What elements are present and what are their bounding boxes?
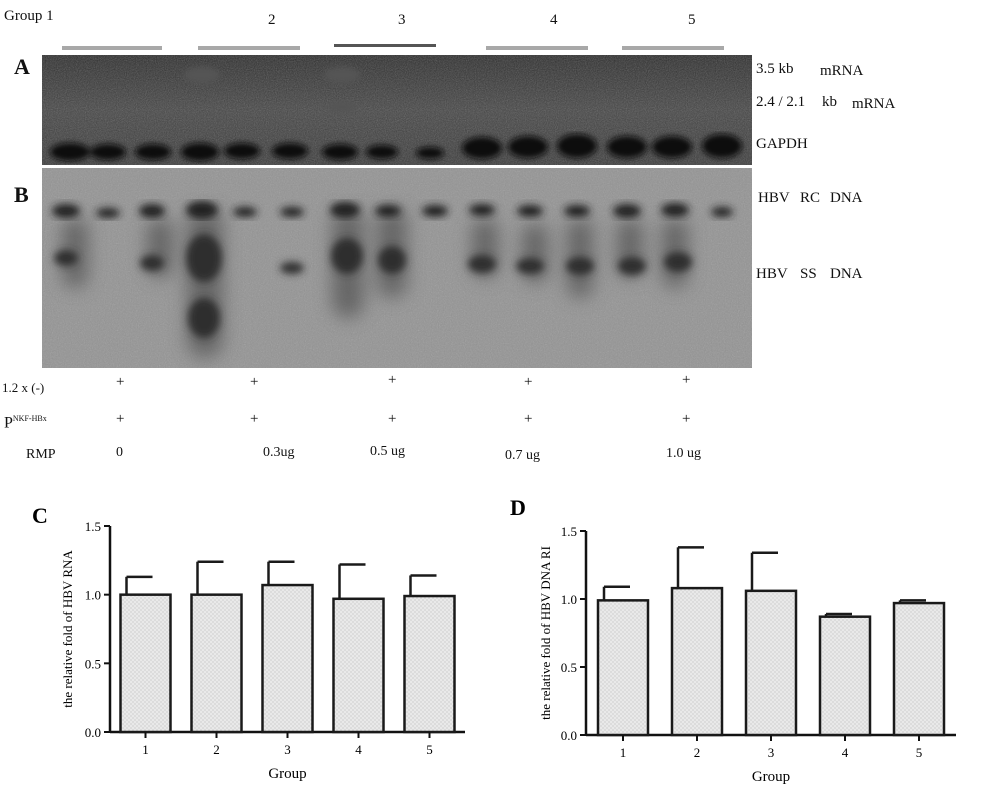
chart-c-x-tick-label: 4 (355, 742, 362, 757)
blot-b-label-ss-ss: SS (800, 266, 817, 282)
treatment-row-2-plus-1: + (116, 411, 125, 427)
treatment-row-2-label: PNKF-HBx (4, 414, 47, 432)
blot-a-label-3-5kb: 3.5 kb (756, 61, 794, 77)
chart-c-x-tick-label: 3 (284, 742, 291, 757)
treatment-row-1-plus-1: + (116, 374, 125, 390)
chart-c-x-axis-label: Group (268, 766, 306, 782)
chart-d-y-tick-label: 0.0 (561, 728, 577, 743)
southern-blot-b-image (42, 168, 752, 368)
chart-c-bar (261, 583, 314, 734)
group-bracket-5 (622, 46, 724, 50)
group-label-3: 3 (398, 12, 406, 28)
rmp-dose-2: 0.3ug (263, 445, 295, 460)
northern-blot-a (42, 55, 752, 165)
chart-d-bar (818, 615, 872, 737)
rmp-dose-4: 0.7 ug (505, 448, 540, 463)
treatment-row-1-plus-4: + (524, 374, 533, 390)
chart-d-bar (670, 586, 724, 737)
chart-c-x-tick-label: 1 (142, 742, 149, 757)
chart-c-y-tick-label: 1.5 (85, 519, 101, 534)
rmp-dose-5: 1.0 ug (666, 446, 701, 461)
blot-a-label-2-4kb: 2.4 / 2.1 (756, 94, 806, 110)
treatment-row-2-plus-2: + (250, 411, 259, 427)
treatment-row-2-label-main: P (4, 414, 13, 432)
blot-a-label-2-4kb-type: mRNA (852, 96, 896, 112)
chart-d-x-tick-label: 2 (694, 745, 701, 760)
chart-c-bar (119, 593, 172, 734)
rmp-dose-3: 0.5 ug (370, 444, 405, 459)
chart-c-x-tick-label: 5 (426, 742, 433, 757)
treatment-row-1-plus-5: + (682, 372, 691, 388)
treatment-row-2-plus-5: + (682, 411, 691, 427)
rmp-dose-1: 0 (116, 445, 123, 460)
chart-c-panel-letter: C (32, 503, 48, 528)
panel-letter-a: A (14, 54, 30, 79)
group-label-1: Group 1 (4, 8, 54, 24)
chart-c-bar (190, 593, 243, 734)
blot-b-label-rc-hbv: HBV (758, 190, 790, 206)
chart-c-y-tick-label: 0.5 (85, 656, 101, 671)
chart-d-x-tick-label: 5 (916, 745, 923, 760)
blot-a-label-3-5kb-type: mRNA (820, 63, 864, 79)
group-bracket-3 (334, 44, 436, 47)
chart-d-y-axis-label: the relative fold of HBV DNA RI (538, 546, 553, 720)
bar-chart-c: C 0.0 0.5 1.0 1.5 the relative fold of HBV RN… (32, 503, 465, 782)
treatment-row-3-label: RMP (26, 447, 56, 462)
treatment-row-2-plus-3: + (388, 411, 397, 427)
chart-c-bar (403, 594, 456, 734)
blot-b-label-rc-rc: RC (800, 190, 821, 206)
group-label-2: 2 (268, 12, 276, 28)
treatment-row-1-label: 1.2 x (-) (2, 380, 45, 395)
chart-c-x-tick-label: 2 (213, 742, 220, 757)
chart-d-y-tick-label: 0.5 (561, 660, 577, 675)
chart-d-x-tick-label: 4 (842, 745, 849, 760)
northern-blot-a-image (42, 55, 752, 165)
chart-d-bar (892, 601, 946, 737)
chart-d-x-axis-label: Group (752, 769, 790, 785)
blot-a-label-gapdh: GAPDH (756, 136, 808, 152)
chart-d-y-tick-label: 1.0 (561, 592, 577, 607)
group-label-4: 4 (550, 12, 558, 28)
treatment-row-2-plus-4: + (524, 411, 533, 427)
group-label-5: 5 (688, 12, 696, 28)
group-bracket-1 (62, 46, 162, 50)
bar-chart-d: D 0.0 0.5 1.0 1.5 the relative fold of HBV DN… (510, 495, 956, 785)
chart-d-y-tick-label: 1.5 (561, 524, 577, 539)
chart-c-bar (332, 597, 385, 734)
blot-a-label-2-4kb-unit: kb (822, 94, 837, 110)
chart-c-y-axis-label: the relative fold of HBV RNA (60, 550, 75, 708)
treatment-row-1-plus-2: + (250, 374, 259, 390)
group-bracket-2 (198, 46, 300, 50)
blot-b-label-rc-dna: DNA (830, 190, 863, 206)
treatment-row-1-plus-3: + (388, 372, 397, 388)
panel-letter-b: B (14, 182, 29, 207)
blot-b-label-ss-hbv: HBV (756, 266, 788, 282)
blot-b-label-ss-dna: DNA (830, 266, 863, 282)
group-bracket-4 (486, 46, 588, 50)
chart-d-x-tick-label: 3 (768, 745, 775, 760)
chart-c-y-tick-label: 1.0 (85, 588, 101, 603)
chart-c-y-tick-label: 0.0 (85, 725, 101, 740)
southern-blot-b (42, 168, 752, 368)
treatment-row-2-label-sup: NKF-HBx (12, 414, 47, 423)
chart-d-panel-letter: D (510, 495, 526, 520)
chart-d-x-tick-label: 1 (620, 745, 627, 760)
chart-d-bar (744, 589, 798, 737)
chart-d-bar (596, 599, 650, 737)
